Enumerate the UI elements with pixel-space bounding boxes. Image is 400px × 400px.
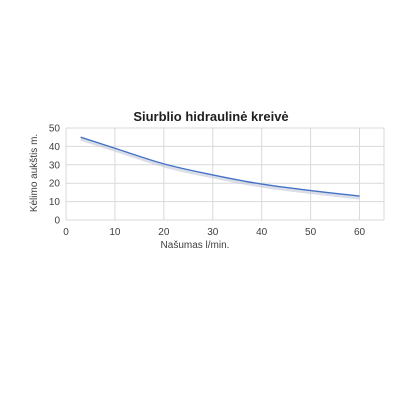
y-tick-label: 0 — [54, 216, 60, 227]
y-tick-label: 50 — [49, 124, 61, 135]
x-axis-label: Našumas l/min. — [161, 240, 230, 251]
series-line-shadow — [80, 137, 360, 200]
y-tick-label: 30 — [49, 160, 61, 171]
x-tick-label: 20 — [158, 227, 170, 238]
series-line — [80, 136, 360, 197]
x-tick-label: 0 — [63, 227, 69, 238]
chart-title: Siurblio hidraulinė kreivė — [133, 109, 288, 124]
x-tick-label: 40 — [256, 227, 268, 238]
y-tick-label: 40 — [49, 142, 61, 153]
x-tick-label: 60 — [354, 227, 366, 238]
y-tick-label: 10 — [49, 197, 61, 208]
grid-layer — [65, 127, 385, 221]
y-axis-ticks: 0 10 20 30 40 50 — [49, 124, 61, 227]
x-tick-label: 50 — [305, 227, 317, 238]
x-tick-label: 30 — [207, 227, 219, 238]
series-layer — [80, 136, 360, 200]
x-axis-ticks: 0 10 20 30 40 50 60 — [63, 227, 365, 238]
y-axis-label: Kėlimo aukštis m. — [29, 134, 40, 212]
y-tick-label: 20 — [49, 179, 61, 190]
x-tick-label: 10 — [109, 227, 121, 238]
